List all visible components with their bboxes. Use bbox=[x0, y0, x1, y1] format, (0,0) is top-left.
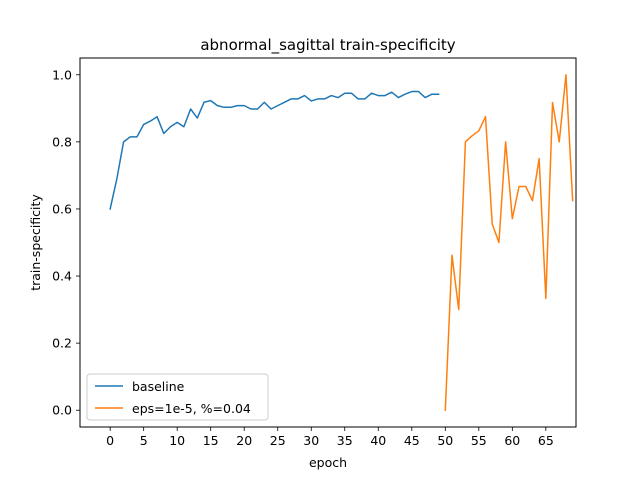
plot-area bbox=[109, 74, 574, 412]
legend-box bbox=[86, 373, 269, 421]
x-tick-label: 30 bbox=[303, 433, 319, 448]
x-tick-label: 25 bbox=[270, 433, 286, 448]
legend-label-baseline: baseline bbox=[132, 379, 185, 394]
x-tick-label: 50 bbox=[437, 433, 453, 448]
y-tick-label: 0.6 bbox=[52, 201, 72, 216]
legend-label-eps: eps=1e-5, %=0.04 bbox=[132, 401, 251, 416]
y-axis: 0.0 0.2 0.4 0.6 0.8 1.0 bbox=[52, 67, 80, 418]
y-tick-label: 0.4 bbox=[52, 269, 72, 284]
x-tick-label: 45 bbox=[404, 433, 420, 448]
x-tick-label: 60 bbox=[504, 433, 520, 448]
series-line-1 bbox=[444, 74, 574, 412]
x-tick-label: 65 bbox=[538, 433, 554, 448]
y-tick-label: 1.0 bbox=[52, 67, 72, 82]
plot-frame bbox=[79, 57, 577, 428]
x-tick-label: 0 bbox=[106, 433, 114, 448]
x-tick-label: 20 bbox=[236, 433, 252, 448]
x-axis-label: epoch bbox=[309, 455, 347, 470]
y-tick-label: 0.2 bbox=[52, 336, 72, 351]
x-tick-label: 35 bbox=[337, 433, 353, 448]
legend: baseline eps=1e-5, %=0.04 bbox=[86, 373, 269, 421]
series-line-0 bbox=[109, 90, 440, 210]
y-tick-label: 0.0 bbox=[52, 403, 72, 418]
x-tick-label: 5 bbox=[140, 433, 148, 448]
x-tick-label: 40 bbox=[370, 433, 386, 448]
x-tick-label: 55 bbox=[471, 433, 487, 448]
x-axis: 0 5 10 15 20 25 30 35 40 45 50 55 60 65 bbox=[106, 427, 554, 448]
y-tick-label: 0.8 bbox=[52, 134, 72, 149]
chart-title: abnormal_sagittal train-specificity bbox=[200, 36, 455, 55]
y-axis-label: train-specificity bbox=[28, 194, 43, 291]
x-tick-label: 10 bbox=[169, 433, 185, 448]
x-tick-label: 15 bbox=[203, 433, 219, 448]
